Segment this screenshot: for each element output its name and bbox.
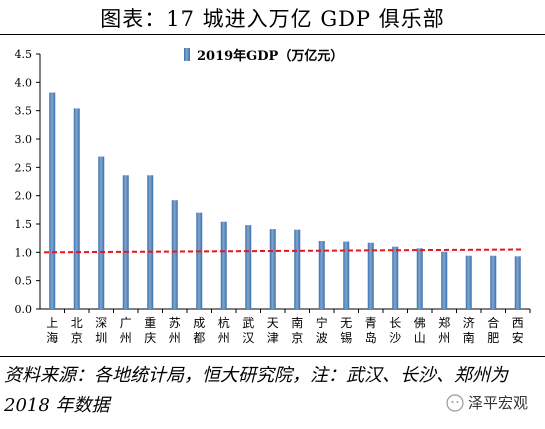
x-tick-label: 西安 [512, 316, 524, 345]
legend-label: 2019年GDP（万亿元） [197, 48, 343, 64]
bar [392, 246, 399, 309]
bar [514, 256, 521, 309]
bar [318, 241, 325, 309]
source-rule [0, 356, 545, 357]
x-tick-label: 成都 [193, 316, 205, 345]
x-tick-label: 天津 [267, 316, 279, 345]
x-tick-label: 郑州 [438, 315, 450, 345]
x-tick-label: 杭州 [218, 315, 230, 345]
watermark: 泽平宏观 [446, 392, 528, 413]
y-tick-label: 3.5 [15, 105, 33, 118]
bar [122, 175, 129, 309]
x-tick-label: 广州 [120, 316, 132, 345]
y-tick-label: 1.5 [15, 218, 33, 231]
y-tick-label: 4.5 [15, 48, 33, 61]
y-tick-label: 4.0 [15, 76, 33, 89]
bar [465, 255, 472, 309]
bar [73, 108, 80, 310]
bar [490, 255, 497, 309]
bar [269, 229, 276, 309]
figure-title: 图表：17 城进入万亿 GDP 俱乐部 [100, 7, 445, 31]
x-tick-label: 深圳 [95, 316, 107, 345]
bars [49, 92, 521, 310]
bar [245, 225, 252, 309]
wechat-icon [446, 393, 464, 412]
y-tick-label: 2.0 [15, 190, 33, 203]
x-tick-label: 苏州 [169, 316, 181, 345]
x-tick-label: 重庆 [144, 316, 156, 345]
x-tick-label: 合肥 [487, 315, 499, 345]
y-tick-label: 1.0 [15, 246, 33, 259]
x-tick-label: 上海 [46, 316, 58, 345]
legend: 2019年GDP（万亿元） [184, 48, 343, 64]
reference-line-group [43, 248, 523, 254]
watermark-text: 泽平宏观 [468, 394, 529, 412]
x-tick-label: 佛山 [414, 316, 426, 345]
y-axis: 0.0 0.5 1.0 1.5 2.0 2.5 3.0 3.5 4.0 4.5 [15, 48, 41, 316]
x-tick-label: 南京 [291, 315, 303, 345]
x-tick-label: 北京 [71, 316, 83, 345]
bar [98, 156, 105, 309]
bar [343, 241, 350, 309]
y-tick-label: 3.0 [15, 133, 33, 146]
x-tick-label: 宁波 [316, 315, 328, 345]
legend-swatch [184, 48, 190, 61]
gdp-bar-chart: 0.0 0.5 1.0 1.5 2.0 2.5 3.0 3.5 4.0 4.5 上海北京深圳广州重… [15, 48, 531, 345]
bar [171, 200, 178, 309]
x-tick-label: 无锡 [340, 316, 352, 345]
bar [147, 175, 154, 309]
x-tick-label: 青岛 [365, 316, 377, 345]
bar [49, 92, 56, 310]
y-tick-label: 2.5 [15, 161, 33, 174]
bar [294, 229, 301, 309]
y-tick-label: 0.5 [15, 275, 33, 288]
bar [196, 212, 203, 309]
bar [441, 251, 448, 309]
bar [416, 248, 423, 309]
x-tick-label: 武汉 [242, 316, 254, 345]
y-tick-label: 0.0 [15, 303, 33, 316]
x-tick-label: 长沙 [389, 316, 401, 345]
reference-line [43, 248, 523, 254]
title-rule [0, 34, 545, 35]
bar [367, 242, 374, 309]
source-note: 资料来源：各地统计局，恒大研究院，注：武汉、长沙、郑州为 2018 年数据 [4, 365, 508, 416]
bar [220, 221, 227, 309]
x-tick-label: 济南 [463, 315, 475, 345]
